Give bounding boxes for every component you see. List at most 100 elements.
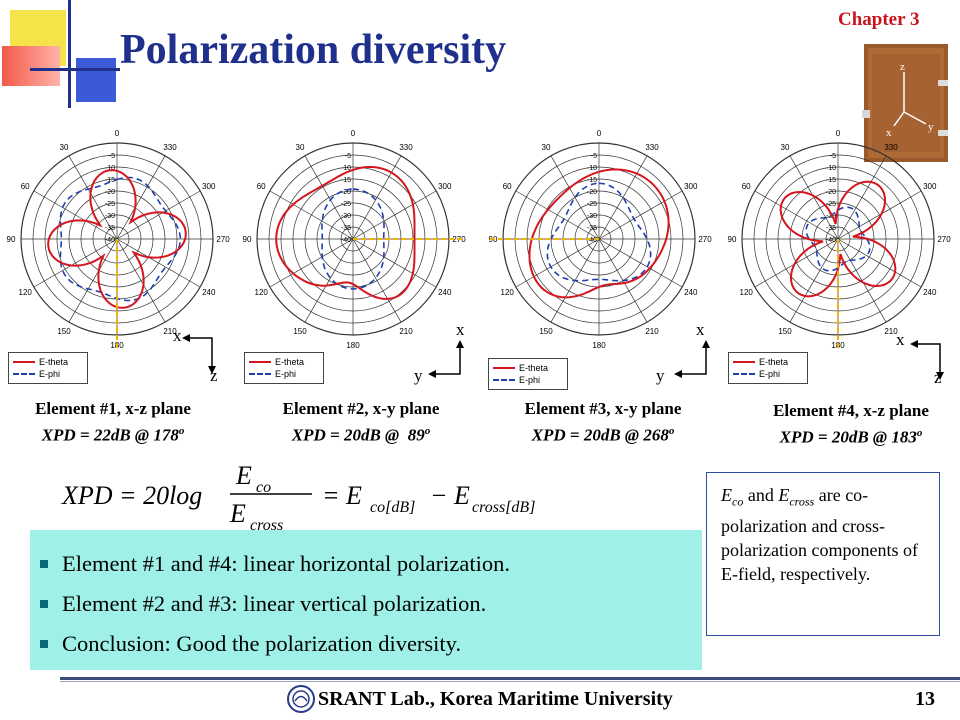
angle-tick-label: 60 [742,182,751,191]
angle-tick-label: 120 [255,288,269,297]
formula-num-sub: co [256,479,271,496]
radial-tick-label: -35 [587,225,597,232]
antenna-photo: z y x [858,40,952,168]
radial-tick-label: -20 [826,189,836,196]
angle-tick-label: 120 [740,288,754,297]
legend-phi-label: E-phi [275,369,297,379]
radial-tick-label: -25 [105,201,115,208]
axis-up-label-1: x [173,326,182,345]
e-theta-trace [779,180,897,298]
footer-rule [60,677,960,680]
legend-theta-label: E-theta [275,357,305,367]
angle-tick-label: 120 [19,288,33,297]
e-phi-trace [805,206,871,272]
axis-side-label-4: z [934,368,942,387]
caption-element-4: Element #4, x-z plane XPD = 20dB @ 183o [746,400,956,449]
footer-lab-name: SRANT Lab., Korea Maritime University [318,688,673,710]
caption-element-3: Element #3, x-y plane XPD = 20dB @ 268o [498,398,708,447]
legend-element-1: E-theta E-phi [8,352,88,384]
axis-side-label-2: y [414,366,423,385]
angle-tick-label: 270 [937,235,951,244]
angle-tick-label: 0 [115,129,120,138]
conclusion-bullets: Element #1 and #4: linear horizontal pol… [30,530,702,670]
axis-up-label-2: x [456,320,465,339]
angle-tick-label: 330 [163,143,177,152]
radial-tick-label: -30 [105,213,115,220]
angle-tick-label: 300 [684,182,698,191]
legend-theta-label: E-theta [759,357,789,367]
radial-tick-label: -10 [826,165,836,172]
radial-tick-label: -25 [341,201,351,208]
formula-rhs1-sub: co[dB] [370,499,415,516]
bullet-square-icon [40,640,48,648]
formula-lhs: XPD = 20log [61,481,202,510]
formula-den: E [229,499,246,528]
radial-tick-label: -30 [341,213,351,220]
angle-tick-label: 210 [884,327,898,336]
angle-tick-label: 150 [57,327,71,336]
axis-side-label-3: y [656,366,665,385]
formula-rhs2: − E [430,481,470,510]
university-logo-icon [287,685,315,713]
note-eco: E [721,485,732,505]
corner-vline [68,0,71,108]
polar-plot-element-3: 0306090120150180210240270300330-5-10-15-… [489,129,712,348]
radial-tick-label: -15 [826,177,836,184]
polar-plot-element-1: 0306090120150180210240270300330-5-10-15-… [7,129,230,348]
page-number: 13 [915,688,935,710]
axes-icon-element-2 [428,340,464,378]
legend-theta-label: E-theta [39,357,69,367]
axes-icon-element-3 [674,340,710,378]
angle-tick-label: 240 [923,288,937,297]
angle-tick-label: 330 [884,143,898,152]
caption-xpd: XPD = 20dB @ 268o [531,425,675,445]
radial-tick-label: -5 [830,153,836,160]
angle-tick-label: 210 [645,327,659,336]
legend-phi-label: E-phi [39,369,61,379]
radial-tick-label: -25 [587,201,597,208]
angle-tick-label: 300 [202,182,216,191]
radial-tick-label: -5 [591,153,597,160]
angle-tick-label: 60 [21,182,30,191]
legend-phi-label: E-phi [519,375,541,385]
radial-tick-label: -40 [341,237,351,244]
legend-element-3: E-theta E-phi [488,358,568,390]
radial-tick-label: -20 [341,189,351,196]
angle-tick-label: 90 [7,235,16,244]
caption-xpd: XPD = 22dB @ 178o [41,425,185,445]
angle-tick-label: 300 [438,182,452,191]
photo-z-label: z [900,61,905,73]
photo-y-label: y [928,121,934,133]
bullet-square-icon [40,600,48,608]
angle-tick-label: 60 [503,182,512,191]
angle-tick-label: 150 [293,327,307,336]
corner-hline [30,68,120,71]
polar-plot-element-2: 0306090120150180210240270300330-5-10-15-… [243,129,466,348]
angle-tick-label: 0 [836,129,841,138]
radial-tick-label: -15 [341,177,351,184]
caption-xpd: XPD = 20dB @ 89o [291,425,431,445]
list-item: Conclusion: Good the polarization divers… [40,624,702,664]
angle-tick-label: 330 [645,143,659,152]
angle-tick-label: 240 [684,288,698,297]
angle-tick-label: 270 [216,235,230,244]
angle-tick-label: 330 [399,143,413,152]
xpd-formula: XPD = 20log E co E cross = E co[dB] − E … [61,461,535,534]
radial-tick-label: -20 [105,189,115,196]
angle-tick-label: 180 [592,341,606,348]
caption-title: Element #1, x-z plane [35,399,191,418]
angle-tick-label: 30 [542,143,551,152]
list-item: Element #1 and #4: linear horizontal pol… [40,544,702,584]
corner-blue-block [76,58,116,102]
radial-tick-label: -10 [587,165,597,172]
radial-tick-label: -15 [587,177,597,184]
axis-up-label-3: x [696,320,705,339]
axes-icon-element-4 [910,340,944,380]
angle-tick-label: 60 [257,182,266,191]
radial-tick-label: -5 [109,153,115,160]
angle-tick-label: 150 [778,327,792,336]
legend-element-2: E-theta E-phi [244,352,324,384]
corner-red-block [2,46,60,86]
formula-rhs2-sub: cross[dB] [472,499,535,516]
radial-tick-label: -20 [587,189,597,196]
